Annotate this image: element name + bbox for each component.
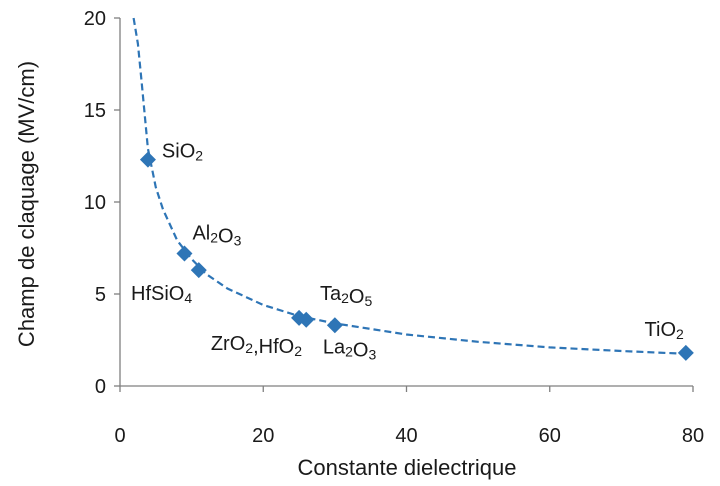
data-label: Ta2O5 bbox=[320, 283, 372, 309]
data-point bbox=[176, 245, 193, 262]
x-axis-title: Constante dielectrique bbox=[298, 455, 517, 480]
data-labels: SiO2 Al2O3 HfSiO4 ZrO2,HfO2 Ta2O5 La2O3 TiO2 bbox=[131, 141, 684, 363]
data-label: TiO2 bbox=[645, 319, 684, 342]
data-label: SiO2 bbox=[162, 141, 203, 164]
data-point bbox=[677, 344, 694, 361]
y-tick-label: 5 bbox=[95, 284, 106, 306]
axes: 0 20 40 60 80 0 5 10 15 20 bbox=[84, 8, 704, 447]
x-tick-label: 20 bbox=[252, 425, 274, 447]
data-point bbox=[190, 262, 207, 279]
data-point bbox=[298, 311, 315, 328]
x-tick-label: 40 bbox=[395, 425, 417, 447]
data-label: La2O3 bbox=[323, 336, 377, 362]
data-points bbox=[139, 151, 694, 361]
trend-line-group bbox=[132, 17, 686, 355]
y-tick-label: 10 bbox=[84, 192, 106, 214]
x-tick-label: 60 bbox=[539, 425, 561, 447]
y-tick-label: 15 bbox=[84, 100, 106, 122]
x-tick-label: 80 bbox=[682, 425, 704, 447]
data-point bbox=[139, 151, 156, 168]
data-label: Al2O3 bbox=[192, 223, 241, 249]
data-point bbox=[326, 317, 343, 334]
trend-line bbox=[132, 17, 686, 355]
x-tick-label: 0 bbox=[114, 425, 125, 447]
y-axis-title: Champ de claquage (MV/cm) bbox=[14, 61, 39, 347]
data-label: HfSiO4 bbox=[131, 283, 192, 306]
y-tick-label: 20 bbox=[84, 8, 106, 30]
y-tick-label: 0 bbox=[95, 376, 106, 398]
data-label: ZrO2,HfO2 bbox=[211, 333, 302, 359]
